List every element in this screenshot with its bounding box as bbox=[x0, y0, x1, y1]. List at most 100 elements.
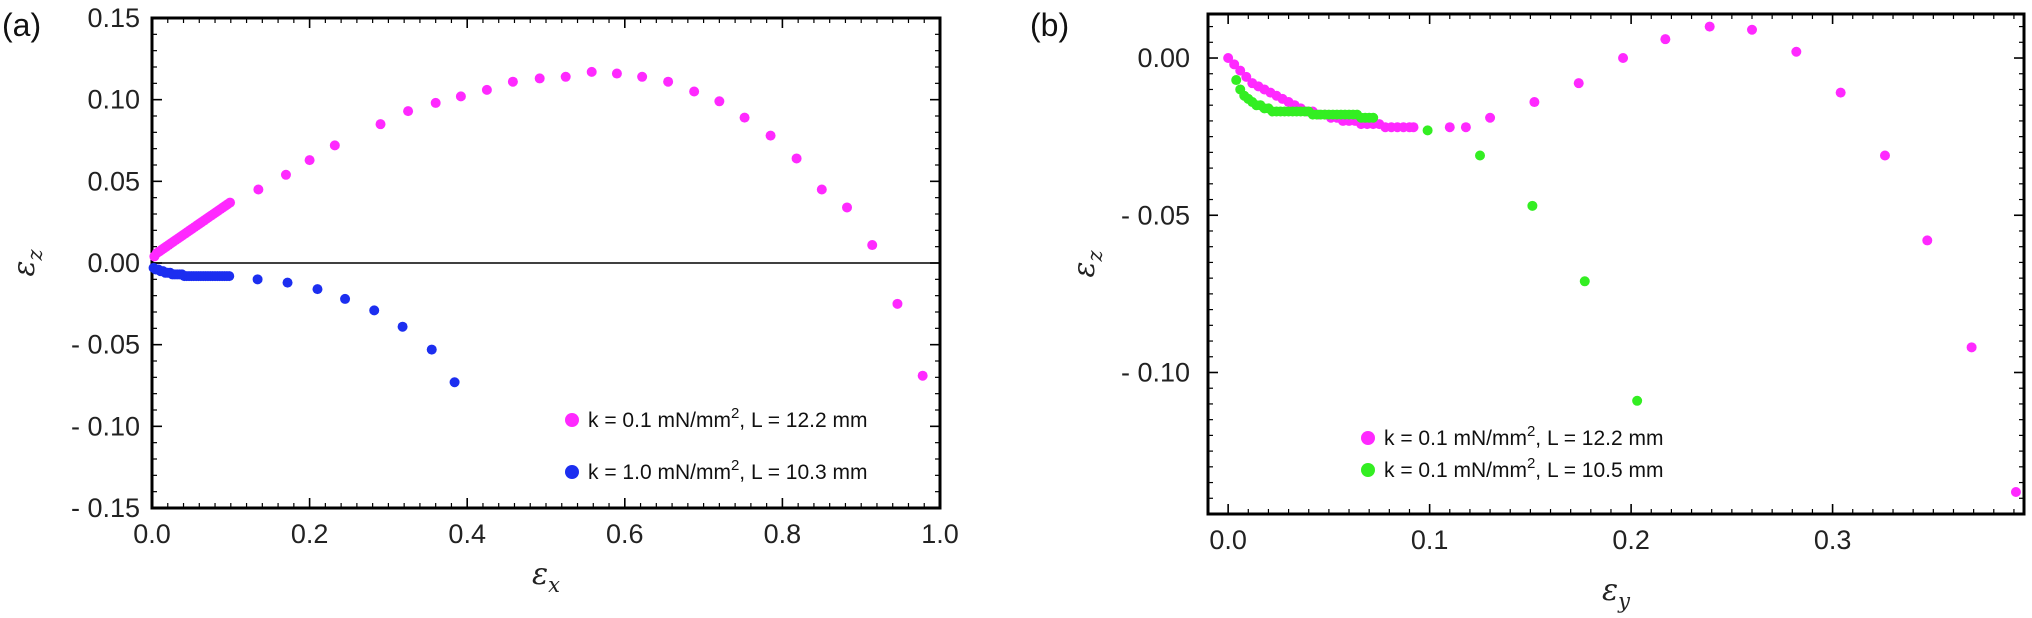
y-axis-label-subscript: z bbox=[23, 248, 47, 261]
legend-marker bbox=[1361, 431, 1375, 445]
series-2-point bbox=[369, 305, 379, 315]
y-tick-label: 0.10 bbox=[87, 85, 140, 115]
legend-text-rest: , L = 12.2 mm bbox=[739, 409, 867, 432]
series-2-point bbox=[1632, 396, 1642, 406]
series-2-point bbox=[1475, 151, 1485, 161]
series-2-point bbox=[224, 271, 234, 281]
series-1-point bbox=[482, 85, 492, 95]
series-1-point bbox=[376, 119, 386, 129]
series-1-point bbox=[637, 72, 647, 82]
legend-text-superscript: 2 bbox=[1527, 423, 1535, 440]
legend-text-main: k = 0.1 mN/mm bbox=[1384, 459, 1527, 482]
series-1-point bbox=[1836, 88, 1846, 98]
y-axis-label: εz bbox=[7, 248, 47, 276]
series-2-point bbox=[450, 377, 460, 387]
y-axis-label-symbol: ε bbox=[1067, 261, 1102, 277]
series-1-point bbox=[663, 77, 673, 87]
legend-text-rest: , L = 10.5 mm bbox=[1535, 459, 1663, 482]
series-2-point bbox=[283, 278, 293, 288]
series-2-point bbox=[1423, 125, 1433, 135]
series-1-point bbox=[508, 77, 518, 87]
series-1-point bbox=[817, 185, 827, 195]
series-1-point bbox=[766, 131, 776, 141]
x-axis-label: εy bbox=[1602, 573, 1631, 613]
series-2-point bbox=[253, 274, 263, 284]
x-tick-label: 0.0 bbox=[1209, 525, 1247, 555]
series-2-point bbox=[427, 345, 437, 355]
y-tick-label: 0.15 bbox=[87, 3, 140, 33]
series-1-point bbox=[1660, 34, 1670, 44]
series-2-point bbox=[340, 294, 350, 304]
x-tick-label: 0.8 bbox=[764, 519, 802, 549]
series-1-point bbox=[330, 140, 340, 150]
series-1-point bbox=[612, 69, 622, 79]
legend-marker bbox=[565, 413, 579, 427]
legend-text-main: k = 0.1 mN/mm bbox=[1384, 427, 1527, 450]
y-axis-label-subscript: z bbox=[1083, 249, 1107, 262]
series-1-point bbox=[1485, 113, 1495, 123]
series-1-point bbox=[456, 91, 466, 101]
y-tick-label: 0.00 bbox=[87, 248, 140, 278]
series-1-point bbox=[1705, 22, 1715, 32]
legend-entry: k = 0.1 mN/mm2, L = 12.2 mm bbox=[588, 405, 868, 432]
series-2-point bbox=[398, 322, 408, 332]
x-axis-label-symbol: ε bbox=[532, 557, 548, 592]
series-1-point bbox=[1880, 151, 1890, 161]
series-1-point bbox=[253, 185, 263, 195]
series-2-point bbox=[312, 284, 322, 294]
y-tick-label: - 0.10 bbox=[1121, 357, 1190, 387]
legend-entry: k = 0.1 mN/mm2, L = 12.2 mm bbox=[1384, 423, 1664, 450]
legend-marker bbox=[565, 465, 579, 479]
x-axis-label-symbol: ε bbox=[1602, 573, 1618, 608]
legend-text-superscript: 2 bbox=[1527, 455, 1535, 472]
x-tick-label: 0.0 bbox=[133, 519, 171, 549]
series-1-point bbox=[867, 240, 877, 250]
legend-text-main: k = 1.0 mN/mm bbox=[588, 461, 731, 484]
x-tick-label: 0.2 bbox=[291, 519, 329, 549]
series-1-point bbox=[561, 72, 571, 82]
x-tick-label: 0.3 bbox=[1814, 525, 1852, 555]
series-1-point bbox=[1922, 235, 1932, 245]
panel-label: (b) bbox=[1030, 7, 1069, 43]
series-1-point bbox=[431, 98, 441, 108]
y-tick-label: - 0.05 bbox=[71, 330, 140, 360]
x-tick-label: 0.6 bbox=[606, 519, 644, 549]
series-1-point bbox=[305, 155, 315, 165]
x-tick-label: 0.1 bbox=[1411, 525, 1449, 555]
series-1-point bbox=[792, 153, 802, 163]
x-tick-label: 1.0 bbox=[921, 519, 959, 549]
x-axis-label: εx bbox=[532, 557, 560, 597]
legend-marker bbox=[1361, 463, 1375, 477]
x-tick-label: 0.2 bbox=[1612, 525, 1650, 555]
y-tick-label: - 0.05 bbox=[1121, 200, 1190, 230]
series-1-point bbox=[1461, 122, 1471, 132]
x-axis-label-subscript: x bbox=[548, 573, 560, 597]
y-axis-label-symbol: ε bbox=[7, 260, 42, 276]
series-1-point bbox=[2011, 487, 2021, 497]
series-1-point bbox=[403, 106, 413, 116]
series-1-point bbox=[714, 96, 724, 106]
legend-entry: k = 0.1 mN/mm2, L = 10.5 mm bbox=[1384, 455, 1664, 482]
series-1-point bbox=[1445, 122, 1455, 132]
series-2-point bbox=[1231, 75, 1241, 85]
legend-text-rest: , L = 12.2 mm bbox=[1535, 427, 1663, 450]
series-1-point bbox=[1967, 342, 1977, 352]
x-axis-label-subscript: y bbox=[1617, 589, 1631, 613]
y-tick-label: - 0.15 bbox=[71, 493, 140, 523]
series-1-point bbox=[1409, 122, 1419, 132]
series-1-point bbox=[842, 202, 852, 212]
legend-text-rest: , L = 10.3 mm bbox=[739, 461, 867, 484]
series-1-point bbox=[892, 299, 902, 309]
series-1-point bbox=[535, 73, 545, 83]
legend-text-superscript: 2 bbox=[731, 457, 739, 474]
panel-label: (a) bbox=[2, 7, 41, 43]
series-2-point bbox=[1368, 113, 1378, 123]
legend-text-superscript: 2 bbox=[731, 405, 739, 422]
y-tick-label: 0.00 bbox=[1137, 43, 1190, 73]
legend-entry: k = 1.0 mN/mm2, L = 10.3 mm bbox=[588, 457, 868, 484]
series-1-point bbox=[740, 113, 750, 123]
series-1-point bbox=[225, 198, 235, 208]
series-2-point bbox=[1580, 276, 1590, 286]
series-1-point bbox=[1574, 78, 1584, 88]
